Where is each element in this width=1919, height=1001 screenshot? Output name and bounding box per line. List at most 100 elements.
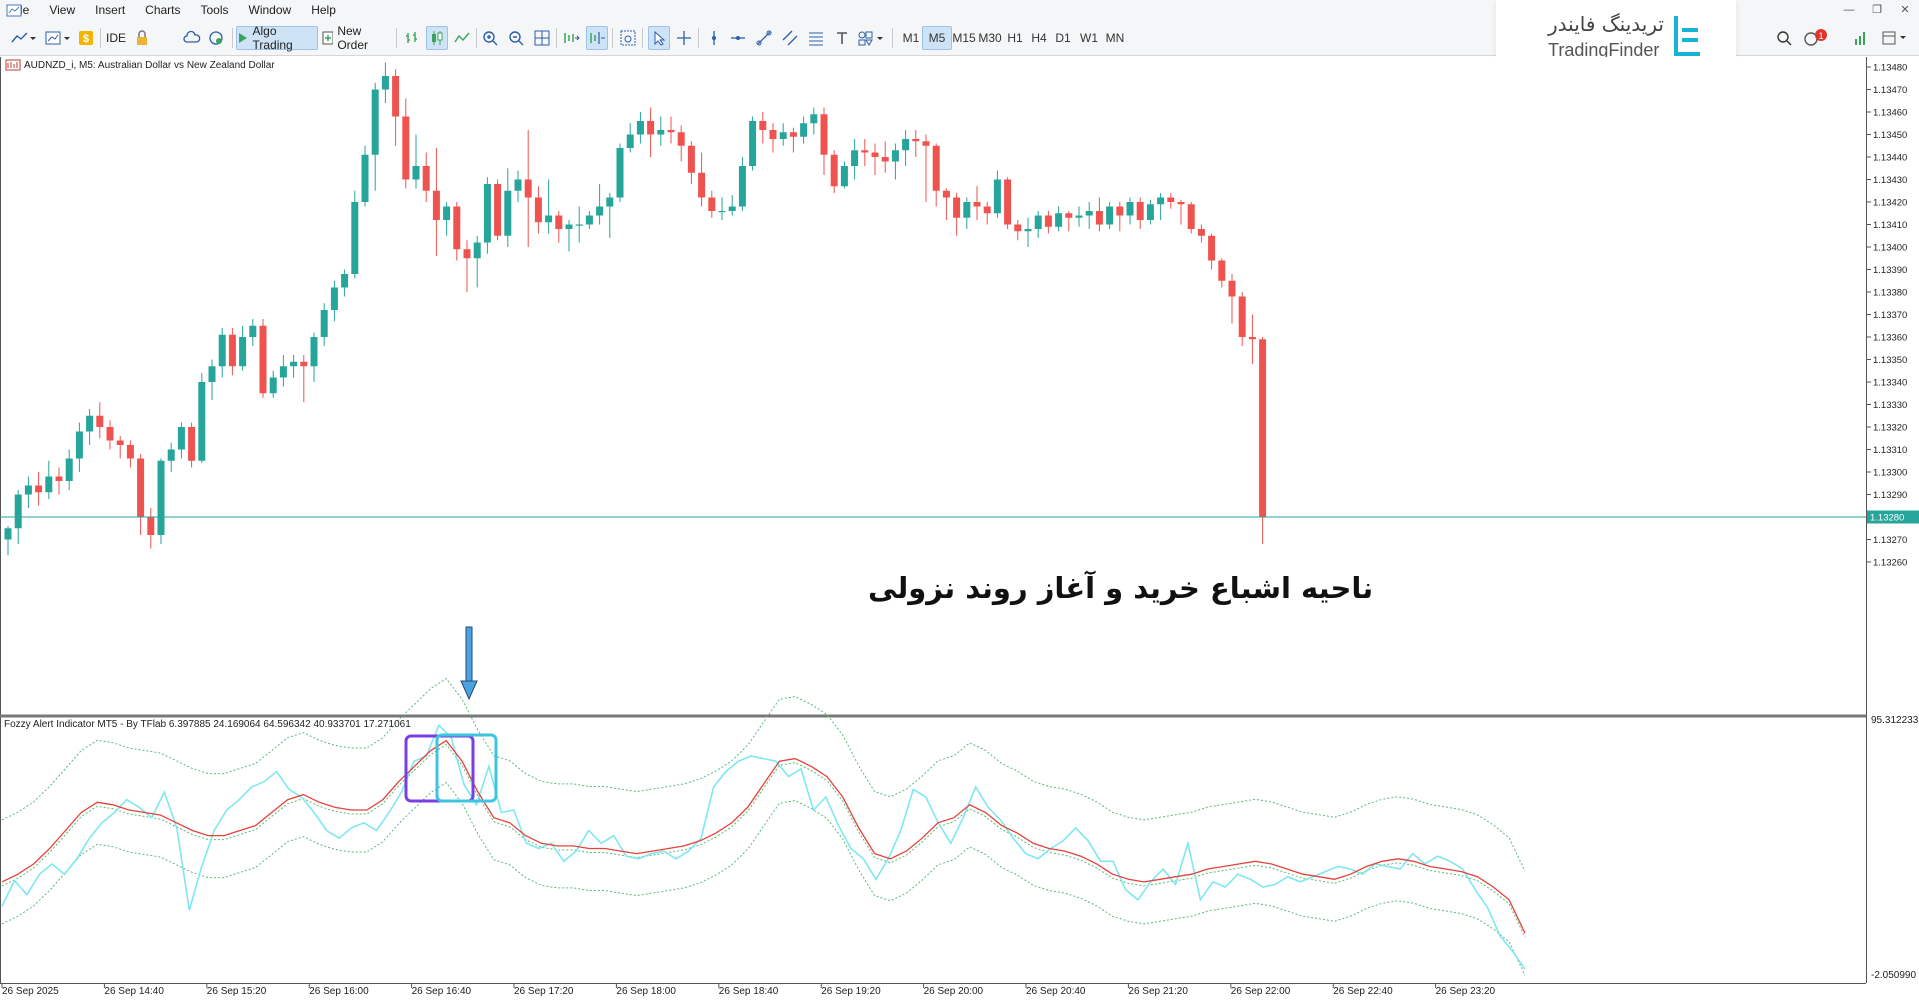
timeframe-mn[interactable]: MN — [1105, 31, 1125, 45]
candle-body — [769, 130, 777, 139]
timeframe-m30[interactable]: M30 — [978, 31, 1002, 45]
candle — [86, 409, 94, 445]
candle-body — [902, 139, 910, 151]
menu-tools[interactable]: Tools — [200, 3, 229, 17]
candle — [1014, 220, 1022, 241]
shapes-icon[interactable] — [856, 26, 888, 50]
channel-icon[interactable] — [780, 26, 800, 50]
candle — [983, 202, 991, 225]
trendline-icon[interactable] — [754, 26, 774, 50]
time-tick-label: 26 Sep 16:40 — [412, 986, 472, 996]
menu-charts[interactable]: Charts — [145, 3, 181, 17]
candle — [973, 186, 981, 220]
menu-insert[interactable]: Insert — [95, 3, 126, 17]
candle-body — [779, 132, 787, 139]
cloud-icon[interactable] — [182, 26, 202, 50]
notification-count: 1 — [1818, 31, 1823, 41]
timeframe-m1[interactable]: M1 — [902, 31, 920, 45]
dollar-icon[interactable]: $ — [76, 26, 96, 50]
slow-line — [1, 739, 1526, 934]
candle-body — [1065, 213, 1073, 218]
candle — [1126, 197, 1134, 225]
timeframe-m15[interactable]: M15 — [952, 31, 976, 45]
bar-chart-icon[interactable] — [42, 26, 72, 50]
candle-body — [861, 150, 869, 153]
menu-view[interactable]: View — [49, 3, 76, 17]
notifications-icon[interactable]: 1 — [1800, 26, 1830, 50]
horizontal-line-icon[interactable] — [728, 26, 748, 50]
candle — [698, 152, 706, 207]
close-icon[interactable]: ✕ — [1900, 4, 1910, 16]
candle-body — [789, 132, 797, 137]
cursor-icon[interactable] — [648, 26, 670, 50]
candle-body — [606, 197, 614, 207]
candle — [1034, 211, 1042, 238]
candle-body — [800, 123, 808, 137]
candle — [126, 440, 134, 468]
menu-window[interactable]: Window — [248, 3, 292, 17]
time-tick-label: 26 Sep 18:40 — [719, 986, 779, 996]
chart-window[interactable]: 1.13480 1.13470 1.13460 1.13450 1.13440 1.134… — [0, 57, 1919, 997]
candle-body — [126, 445, 134, 459]
timeframe-h1[interactable]: H1 — [1007, 31, 1023, 45]
menu-help[interactable]: Help — [311, 3, 336, 17]
restore-icon[interactable]: ❐ — [1872, 4, 1882, 16]
candle-body — [86, 415, 94, 432]
candle-body — [1146, 204, 1154, 220]
time-tick-label: 26 Sep 2025 — [2, 986, 59, 996]
candle — [1238, 292, 1246, 346]
search-icon[interactable] — [1774, 26, 1794, 50]
candle-body — [65, 458, 73, 481]
timeframe-w1[interactable]: W1 — [1080, 31, 1098, 45]
candle — [361, 145, 369, 207]
lock-icon[interactable] — [132, 26, 152, 50]
candle-body — [953, 197, 961, 218]
candle — [708, 190, 716, 218]
candle-body — [738, 166, 746, 207]
price-tick-label: 1.13420 — [1873, 198, 1907, 209]
candle-body — [300, 361, 308, 367]
autoscroll-icon[interactable] — [560, 26, 582, 50]
candlestick-icon[interactable] — [426, 26, 448, 50]
zoom-in-icon[interactable] — [480, 26, 500, 50]
new-order-button[interactable]: New Order — [322, 24, 392, 52]
candle-body — [973, 202, 981, 207]
fibonacci-icon[interactable] — [806, 26, 826, 50]
time-tick-label: 26 Sep 23:20 — [1436, 986, 1496, 996]
candle — [45, 460, 53, 499]
timeframe-d1[interactable]: D1 — [1055, 31, 1071, 45]
vertical-line-icon[interactable] — [704, 26, 724, 50]
algo-trading-button[interactable]: Algo Trading — [236, 24, 318, 52]
candle-body — [35, 485, 43, 493]
grid-icon[interactable] — [532, 26, 552, 50]
candle-body — [1197, 229, 1205, 236]
candle-body — [840, 166, 848, 187]
bar-chart-type-icon[interactable] — [402, 26, 422, 50]
screenshot-icon[interactable] — [618, 26, 638, 50]
candle — [1146, 199, 1154, 225]
minimize-icon[interactable]: — — [1843, 4, 1855, 16]
candle-body — [749, 121, 757, 166]
timeframe-m5[interactable]: M5 — [922, 26, 952, 50]
candle — [1248, 314, 1256, 364]
candle-body — [708, 197, 716, 211]
line-chart-icon[interactable] — [8, 26, 38, 50]
candle-body — [290, 361, 298, 367]
chart-canvas[interactable]: 1.13480 1.13470 1.13460 1.13450 1.13440 1.134… — [0, 57, 1919, 997]
layout-icon[interactable] — [1880, 26, 1910, 50]
candle-body — [626, 134, 634, 148]
text-icon[interactable] — [832, 26, 852, 50]
crosshair-icon[interactable] — [674, 26, 694, 50]
signal-icon[interactable] — [206, 26, 226, 50]
candle — [902, 130, 910, 166]
candle — [269, 370, 277, 398]
ide-button[interactable]: IDE — [105, 31, 126, 45]
zoom-out-icon[interactable] — [506, 26, 526, 50]
timeframe-h4[interactable]: H4 — [1031, 31, 1047, 45]
candle — [259, 319, 267, 398]
candle — [1095, 197, 1103, 232]
chart-shift-icon[interactable] — [586, 26, 608, 50]
candle — [65, 449, 73, 490]
connection-icon[interactable] — [1852, 26, 1870, 50]
line-type-icon[interactable] — [452, 26, 472, 50]
